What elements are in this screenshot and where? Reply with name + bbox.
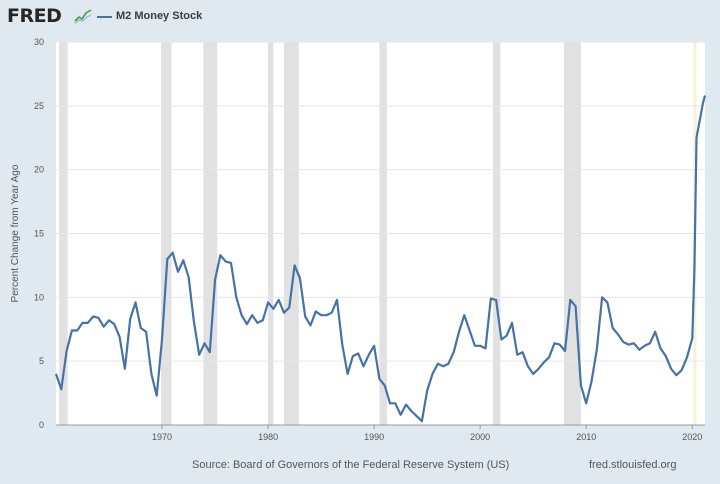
- y-tick-label: 30: [34, 37, 44, 47]
- y-tick-label: 20: [34, 165, 44, 175]
- y-tick-label: 0: [39, 420, 44, 430]
- chart-header: FRED M2 Money Stock: [0, 0, 720, 34]
- y-axis-label: Percent Change from Year Ago: [10, 164, 21, 302]
- source-note: Source: Board of Governors of the Federa…: [192, 459, 510, 471]
- y-tick-label: 5: [39, 356, 44, 366]
- y-tick-label: 10: [34, 292, 44, 302]
- chart-area: 0 5 10 15 20 25 30 1970 1980 1990 2000 2010 2020 Perc…: [10, 37, 707, 440]
- x-tick-label: 2010: [576, 432, 596, 440]
- y-tick-label: 15: [34, 229, 44, 239]
- plot-area: 0 5 10 15 20 25 30 1970 1980 1990 2000 2010 2020 Perc…: [10, 37, 707, 440]
- legend-swatch: [97, 16, 112, 18]
- series-line-m2[interactable]: [54, 95, 707, 423]
- fred-line-chart-icon: [73, 7, 93, 25]
- y-tick-label: 25: [34, 101, 44, 111]
- legend-series-label: M2 Money Stock: [116, 10, 203, 22]
- x-tick-label: 1970: [152, 432, 172, 440]
- fred-link[interactable]: fred.stlouisfed.org: [589, 459, 677, 471]
- x-tick-label: 1990: [364, 432, 384, 440]
- fred-logo[interactable]: FRED: [7, 5, 62, 27]
- x-tick-label: 2000: [470, 432, 490, 440]
- x-tick-label: 2020: [682, 432, 702, 440]
- x-tick-label: 1980: [258, 432, 278, 440]
